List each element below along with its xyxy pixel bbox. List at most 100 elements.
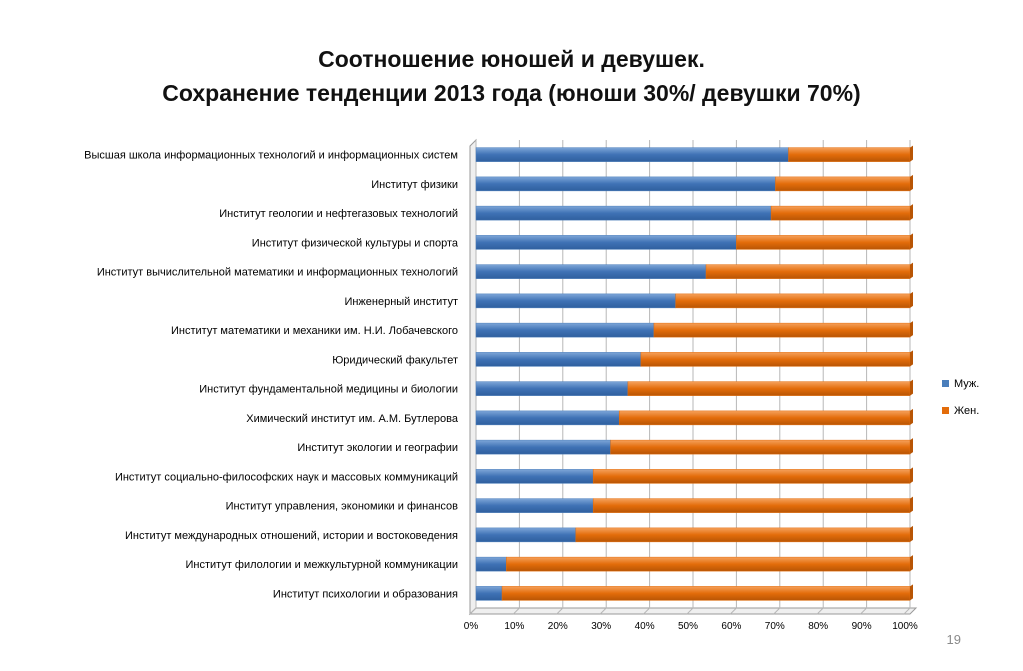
slide-title: Соотношение юношей и девушек. Сохранение…: [0, 42, 1023, 110]
bar-segment-female: [618, 410, 911, 426]
bar-end-cap: [910, 525, 913, 542]
bar-end-cap: [910, 467, 913, 484]
bar-end-cap: [910, 204, 913, 221]
bar-segment-male: [475, 176, 776, 192]
category-label: Институт экологии и географии: [297, 442, 458, 454]
bar-segment-male: [475, 293, 676, 309]
legend-swatch: [942, 407, 949, 414]
category-label: Институт физики: [371, 179, 458, 191]
x-tick-label: 80%: [808, 621, 828, 632]
bar-end-cap: [910, 233, 913, 250]
x-tick-label: 30%: [591, 621, 611, 632]
gridline-floor: [860, 607, 867, 615]
bar-end-cap: [910, 262, 913, 279]
legend-label: Муж.: [954, 378, 979, 390]
bar-segment-male: [475, 586, 503, 601]
x-tick-labels: 0% 10% 20% 30% 40% 50% 60% 70% 80% 90% 100%: [464, 621, 918, 632]
x-tick-label: 90%: [852, 621, 872, 632]
category-label: Институт геологии и нефтегазовых техноло…: [219, 208, 458, 220]
bar-segment-male: [475, 439, 611, 455]
bar-segment-female: [592, 498, 911, 513]
legend-label: Жен.: [954, 405, 979, 417]
bar-end-cap: [910, 291, 913, 308]
bar-segment-female: [610, 439, 911, 455]
bar-segment-female: [506, 556, 911, 572]
gridline-floor: [903, 607, 911, 615]
bar-end-cap: [910, 350, 913, 367]
gridline-floor: [773, 607, 781, 615]
x-tick-label: 0%: [464, 621, 479, 632]
bar-segment-male: [475, 410, 620, 426]
bar-segment-female: [770, 205, 911, 221]
bar-segment-male: [475, 352, 642, 367]
title-line-2: Сохранение тенденции 2013 года (юноши 30…: [162, 80, 861, 106]
gridline-floor: [686, 607, 694, 615]
bar-end-cap: [910, 174, 913, 191]
bar-segment-male: [475, 322, 655, 338]
x-tick-label: 70%: [765, 621, 785, 632]
plot-frame: [468, 138, 918, 616]
bar-segment-male: [475, 264, 707, 279]
category-label: Институт филологии и межкультурной комму…: [186, 559, 458, 571]
bar-end-cap: [910, 496, 913, 513]
x-tick-label: 100%: [892, 621, 918, 632]
gridline-floor: [599, 607, 607, 615]
legend: Муж. Жен.: [942, 378, 979, 417]
bar-segment-female: [575, 527, 911, 543]
x-tick-label: 10%: [504, 621, 524, 632]
plot-floor: [468, 607, 918, 615]
bar-end-cap: [910, 584, 913, 601]
category-label: Институт вычислительной математики и инф…: [97, 267, 458, 279]
category-labels: Высшая школа информационных технологий и…: [84, 150, 459, 601]
bar-end-cap: [910, 438, 913, 455]
bar-segment-male: [475, 235, 737, 250]
bar-end-cap: [910, 555, 913, 572]
x-tick-label: 50%: [678, 621, 698, 632]
bar-end-cap: [910, 408, 913, 425]
bar-segment-male: [475, 469, 594, 484]
bar-segment-female: [640, 352, 911, 367]
category-label: Институт международных отношений, истори…: [125, 530, 458, 542]
title-line-1: Соотношение юношей и девушек.: [318, 46, 705, 72]
bar-segment-female: [675, 293, 911, 309]
category-label: Институт математики и механики им. Н.И. …: [171, 325, 458, 337]
slide-number: 19: [946, 632, 961, 647]
category-label: Институт фундаментальной медицины и биол…: [199, 384, 458, 396]
bar-segment-female: [736, 235, 911, 250]
category-label: Инженерный институт: [344, 296, 458, 308]
bar-segment-male: [475, 205, 772, 221]
category-label: Химический институт им. А.М. Бутлерова: [246, 413, 459, 425]
gridline-floor: [816, 607, 824, 615]
x-tick-label: 20%: [548, 621, 568, 632]
plot-wall: [469, 138, 477, 616]
gridline-floor: [469, 607, 477, 615]
x-tick-label: 60%: [721, 621, 741, 632]
gridline-floor: [730, 607, 737, 615]
bar-segment-female: [775, 176, 911, 192]
bar-segment-female: [788, 147, 911, 162]
x-tick-label: 40%: [635, 621, 655, 632]
bar-segment-male: [475, 527, 577, 543]
gridline-floor: [643, 607, 650, 615]
bar-segment-female: [501, 586, 911, 601]
legend-swatch: [942, 380, 949, 387]
bar-end-cap: [910, 321, 913, 338]
bars: [475, 145, 913, 601]
bar-end-cap: [910, 145, 913, 162]
bar-segment-male: [475, 556, 507, 572]
category-label: Институт социально-философских наук и ма…: [115, 471, 458, 483]
bar-segment-male: [475, 498, 594, 513]
category-label: Юридический факультет: [332, 354, 458, 366]
category-label: Высшая школа информационных технологий и…: [84, 150, 458, 162]
category-label: Институт психологии и образования: [273, 588, 458, 600]
bar-segment-female: [592, 469, 911, 484]
category-label: Институт физической культуры и спорта: [252, 237, 459, 249]
bar-segment-male: [475, 381, 629, 396]
bar-segment-female: [627, 381, 911, 396]
gridline-floor: [513, 607, 520, 615]
bar-segment-female: [705, 264, 911, 279]
bar-end-cap: [910, 379, 913, 396]
bar-segment-male: [475, 147, 789, 162]
category-label: Институт управления, экономики и финансо…: [226, 501, 459, 513]
